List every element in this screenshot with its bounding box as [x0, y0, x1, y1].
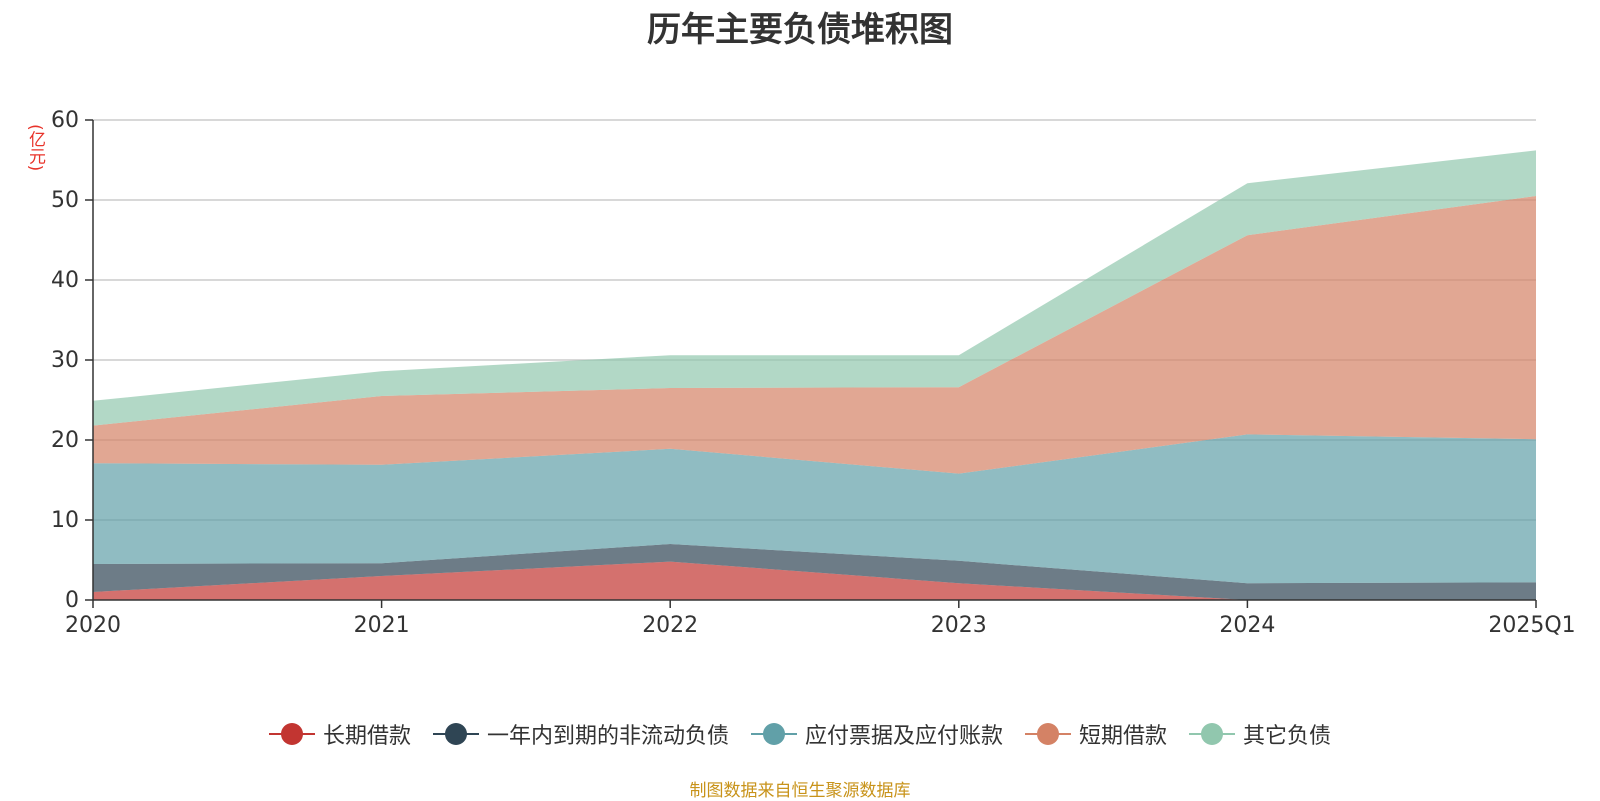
x-tick-label: 2023 [931, 613, 987, 638]
y-tick-label: 20 [51, 428, 79, 453]
legend-label: 短期借款 [1079, 724, 1168, 749]
legend-item[interactable]: 一年内到期的非流动负债 [432, 718, 729, 750]
data-source-note: 制图数据来自恒生聚源数据库 [689, 781, 911, 801]
legend-marker-icon [1025, 720, 1071, 748]
area-series-2 [93, 434, 1536, 584]
legend-item[interactable]: 应付票据及应付账款 [750, 718, 1003, 750]
x-tick-label: 2022 [642, 613, 698, 638]
y-tick-label: 60 [51, 108, 79, 133]
x-tick-label: 2024 [1219, 613, 1275, 638]
y-tick-label: 10 [51, 508, 79, 533]
area-series-1 [93, 544, 1536, 600]
legend-item[interactable]: 长期借款 [268, 718, 411, 750]
chart-title: 历年主要负债堆积图 [647, 10, 953, 50]
legend-label: 长期借款 [322, 724, 411, 749]
y-tick-label: 0 [65, 588, 79, 613]
x-tick-label: 2021 [354, 613, 410, 638]
legend-marker-icon [432, 720, 479, 748]
legend-marker-icon [268, 720, 315, 748]
area-series-4 [93, 150, 1536, 426]
y-tick-label: 30 [51, 348, 79, 373]
area-series-3 [93, 196, 1536, 474]
y-tick-label: 40 [51, 268, 79, 293]
legend-label: 应付票据及应付账款 [804, 724, 1003, 749]
legend-marker-icon [1189, 720, 1236, 748]
x-tick-label: 2020 [65, 613, 121, 638]
y-axis-unit-label: (亿元) [25, 124, 45, 172]
x-tick-label: 2025Q1 [1488, 613, 1575, 638]
y-tick-label: 50 [51, 188, 79, 213]
legend-item[interactable]: 短期借款 [1025, 718, 1167, 750]
area-series-0 [93, 561, 1536, 600]
legend-item[interactable]: 其它负债 [1189, 718, 1331, 750]
legend-label: 其它负债 [1243, 724, 1332, 749]
chart-legend: 长期借款 一年内到期的非流动负债 应付票据及应付账款 短期借款 其它负债 [0, 718, 1600, 750]
legend-label: 一年内到期的非流动负债 [486, 724, 729, 749]
legend-marker-icon [750, 720, 797, 748]
